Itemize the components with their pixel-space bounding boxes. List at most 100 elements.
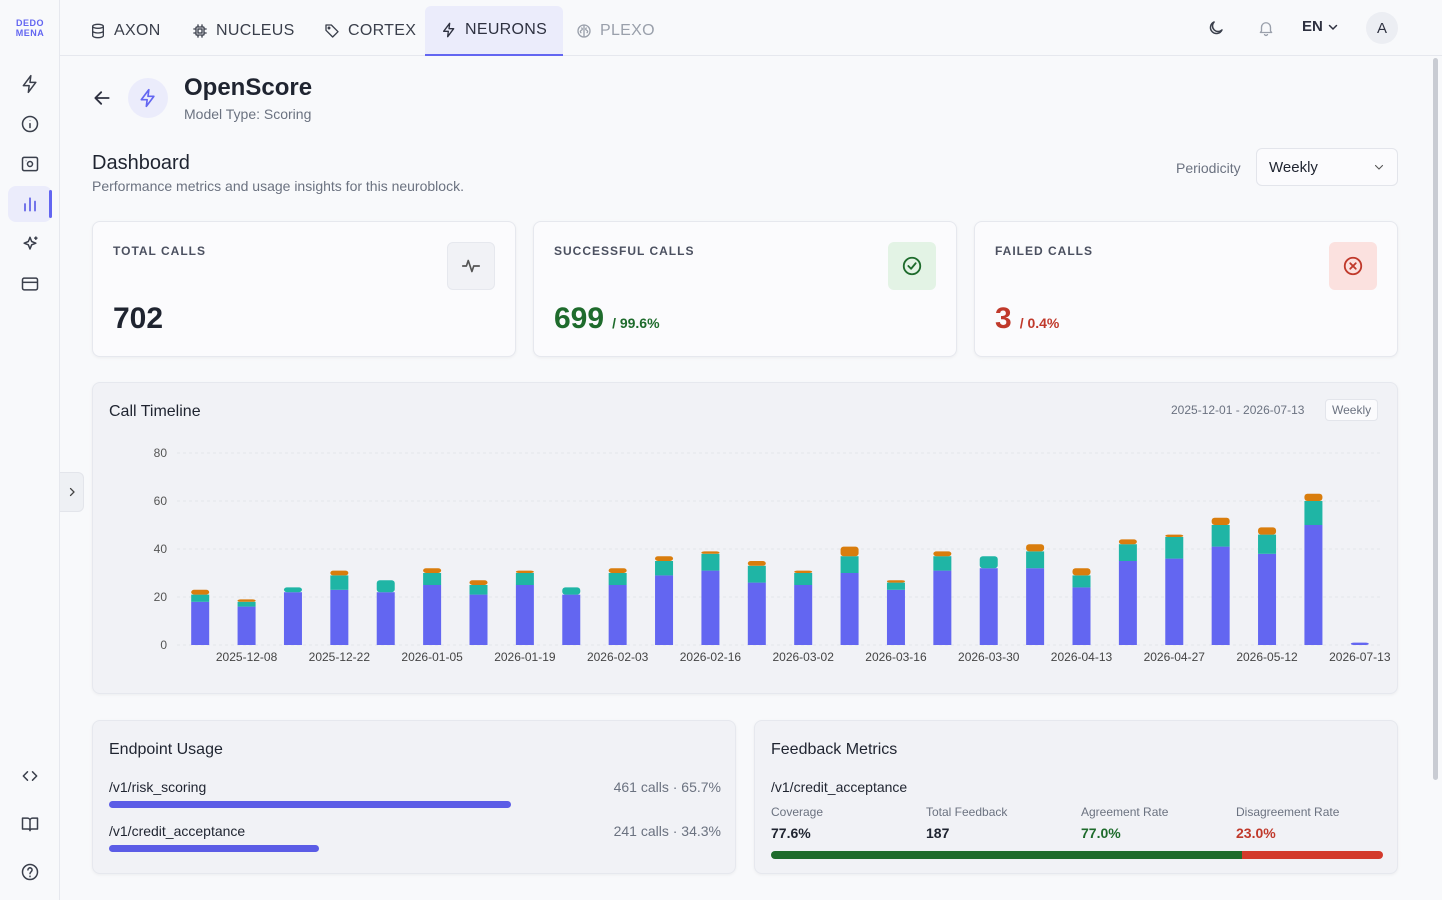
check-icon-box — [888, 242, 936, 290]
chart-bar — [1304, 493, 1323, 501]
chart-bar — [655, 561, 674, 576]
bell-icon — [1259, 22, 1273, 37]
chart-bar — [376, 592, 395, 645]
chart-bar — [1258, 553, 1277, 645]
tab-axon[interactable]: AXON — [74, 6, 177, 56]
coverage-metric: Coverage 77.6% — [771, 805, 823, 841]
tab-nucleus-label: NUCLEUS — [216, 22, 295, 39]
agreement-segment — [771, 851, 1243, 859]
feedback-metrics-card: Feedback Metrics /v1/credit_acceptance C… — [754, 720, 1398, 874]
chart-bar — [1258, 534, 1277, 554]
rail-code[interactable] — [8, 758, 52, 794]
failed-calls-value: 3 / 0.4% — [995, 302, 1059, 336]
sparkles-icon — [23, 236, 38, 250]
y-tick-label: 20 — [154, 590, 168, 604]
x-tick-label: 2026-04-13 — [1051, 650, 1113, 664]
chart-bar — [237, 606, 256, 645]
chart-bar — [1118, 539, 1137, 545]
chart-bar — [979, 568, 998, 645]
rail-capture[interactable] — [8, 146, 52, 182]
chart-bar — [886, 580, 905, 583]
chart-bar — [840, 546, 859, 557]
tab-neurons[interactable]: NEURONS — [425, 6, 564, 56]
chip-icon — [193, 24, 207, 38]
brand-logo[interactable]: DEDO MENA — [14, 18, 46, 38]
chart-bar — [191, 594, 210, 602]
coverage-label: Coverage — [771, 805, 824, 819]
rail-billing[interactable] — [8, 266, 52, 302]
chart-bar — [701, 570, 720, 645]
chart-bar — [1165, 558, 1184, 645]
chart-bar — [237, 599, 256, 602]
rail-help[interactable] — [8, 854, 52, 890]
chart-bar — [469, 594, 488, 645]
y-tick-label: 60 — [154, 494, 168, 508]
back-button[interactable] — [92, 88, 112, 108]
chart-bar — [794, 585, 813, 645]
chart-bar — [191, 601, 210, 645]
chart-bar — [1118, 544, 1137, 561]
agreement-bar — [771, 851, 1383, 859]
notifications-button[interactable] — [1253, 15, 1279, 41]
code-icon — [22, 771, 38, 781]
check-circle-icon — [902, 256, 922, 276]
x-tick-label: 2025-12-08 — [216, 650, 278, 664]
tab-plexo-label: PLEXO — [600, 22, 655, 39]
chevron-down-icon — [1328, 24, 1338, 30]
chart-bar — [933, 556, 952, 571]
chart-bar — [701, 553, 720, 571]
periodicity-select[interactable]: Weekly — [1256, 148, 1398, 186]
failed-calls-number: 3 — [995, 302, 1012, 335]
book-icon — [21, 817, 39, 832]
chart-bar — [1072, 587, 1091, 645]
chart-bar — [562, 594, 581, 645]
x-tick-label: 2026-05-12 — [1236, 650, 1298, 664]
endpoint-usage-card: Endpoint Usage /v1/risk_scoring 461 call… — [92, 720, 736, 874]
language-selector[interactable]: EN — [1302, 18, 1339, 35]
total-feedback-value: 187 — [926, 825, 950, 841]
avatar[interactable]: A — [1366, 12, 1398, 44]
tab-cortex[interactable]: CORTEX — [308, 6, 432, 56]
rail-dashboard[interactable] — [8, 186, 52, 222]
chart-bar — [1165, 537, 1184, 559]
endpoint-stat: 461 calls · 65.7% — [613, 779, 721, 795]
brain-icon — [577, 24, 591, 38]
tab-plexo[interactable]: PLEXO — [560, 6, 671, 56]
total-calls-value: 702 — [113, 302, 163, 336]
failed-calls-label: FAILED CALLS — [995, 244, 1093, 258]
x-tick-label: 2025-12-22 — [309, 650, 371, 664]
agreement-rate-label: Agreement Rate — [1081, 805, 1169, 819]
rail-neurons[interactable] — [8, 66, 52, 102]
feedback-endpoint: /v1/credit_acceptance — [771, 779, 908, 795]
bar-chart-icon — [24, 197, 36, 212]
top-bar: AXON NUCLEUS CORTEX NEURONS PLEXO EN A — [60, 0, 1442, 56]
successful-calls-number: 699 — [554, 302, 605, 335]
chart-bar — [330, 570, 349, 576]
card-icon — [21, 277, 39, 291]
successful-calls-card: SUCCESSFUL CALLS 699 / 99.6% — [533, 221, 957, 357]
tab-nucleus[interactable]: NUCLEUS — [176, 6, 311, 56]
chart-bar — [608, 568, 627, 573]
rail-info[interactable] — [8, 106, 52, 142]
sidebar-expand-handle[interactable] — [60, 472, 84, 512]
call-timeline-card: 0 20 40 60 80 2025-12-08 2025-12-22 2026-01-05 2… — [92, 382, 1398, 694]
page-scrollbar[interactable] — [1433, 58, 1438, 780]
successful-calls-label: SUCCESSFUL CALLS — [554, 244, 695, 258]
rail-docs[interactable] — [8, 806, 52, 842]
chart-bar — [886, 589, 905, 645]
arrow-left-icon — [94, 91, 110, 105]
chart-bar — [423, 568, 442, 573]
chart-bar — [933, 551, 952, 557]
chart-bar — [794, 573, 813, 585]
chart-bar — [1304, 525, 1323, 645]
chart-bar — [655, 575, 674, 645]
theme-toggle[interactable] — [1203, 15, 1229, 41]
call-timeline-range: 2025-12-01 - 2026-07-13 — [1171, 403, 1305, 417]
tag-icon — [325, 24, 339, 38]
rail-ai[interactable] — [8, 226, 52, 262]
chart-bar — [608, 573, 627, 585]
x-tick-label: 2026-02-03 — [587, 650, 649, 664]
endpoint-usage-title: Endpoint Usage — [109, 741, 223, 758]
y-tick-label: 40 — [154, 542, 168, 556]
model-type: Model Type: Scoring — [184, 106, 312, 122]
